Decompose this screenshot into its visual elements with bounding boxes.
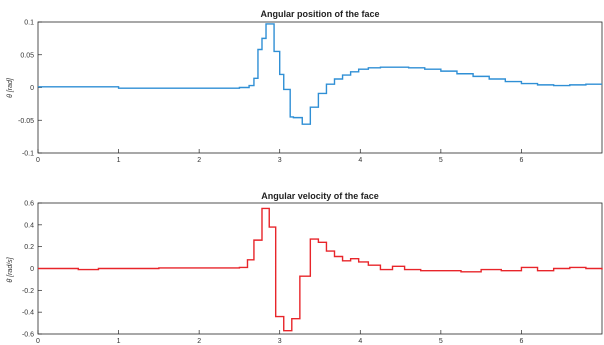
velocity-y-tick-label: -0.2 [22,288,34,295]
velocity-y-tick-label: -0.6 [22,332,34,339]
velocity-y-axis-label: θ̇ [rad/s] [7,256,14,282]
position-x-tick-label: 6 [519,157,523,164]
position-x-tick-label: 5 [439,157,443,164]
position-chart: Angular position of the face θ [rad] 0 1 2… [7,9,603,164]
velocity-series-line [38,207,603,332]
velocity-y-tick-label: 0.4 [24,222,34,229]
velocity-x-tick-label: 2 [197,338,201,345]
velocity-x-tick-label: 4 [358,338,362,345]
velocity-x-tick-label: 6 [519,338,523,345]
position-y-axis-label: θ [rad] [7,77,14,98]
position-y-tick-label: 0 [30,85,34,92]
position-x-axis: 0 1 2 3 4 5 6 [36,149,523,164]
position-y-tick-label: 0.05 [20,52,34,59]
velocity-x-tick-label: 0 [36,338,40,345]
position-y-tick-label: -0.05 [18,118,34,125]
position-x-tick-label: 3 [278,157,282,164]
position-x-tick-label: 4 [358,157,362,164]
velocity-x-tick-label: 1 [117,338,121,345]
position-series-layer [38,23,602,125]
velocity-y-tick-label: 0.2 [24,244,34,251]
position-series-line [38,23,602,125]
velocity-chart-title: Angular velocity of the face [261,191,379,201]
position-x-tick-label: 2 [197,157,201,164]
velocity-y-tick-label: -0.4 [22,310,34,317]
position-y-tick-label: 0.1 [24,20,34,27]
velocity-y-axis: -0.6 -0.4 -0.2 0 0.2 0.4 0.6 [22,201,42,339]
position-chart-title: Angular position of the face [260,9,379,19]
velocity-x-tick-label: 5 [439,338,443,345]
position-y-tick-label: -0.1 [22,151,34,158]
position-x-tick-label: 1 [117,157,121,164]
velocity-x-tick-label: 3 [278,338,282,345]
position-x-tick-label: 0 [36,157,40,164]
velocity-series-layer [38,207,603,332]
velocity-y-tick-label: 0.6 [24,201,34,208]
velocity-chart: Angular velocity of the face θ̇ [rad/s] … [7,191,603,345]
velocity-x-axis: 0 1 2 3 4 5 6 [36,330,523,345]
velocity-y-tick-label: 0 [30,266,34,273]
